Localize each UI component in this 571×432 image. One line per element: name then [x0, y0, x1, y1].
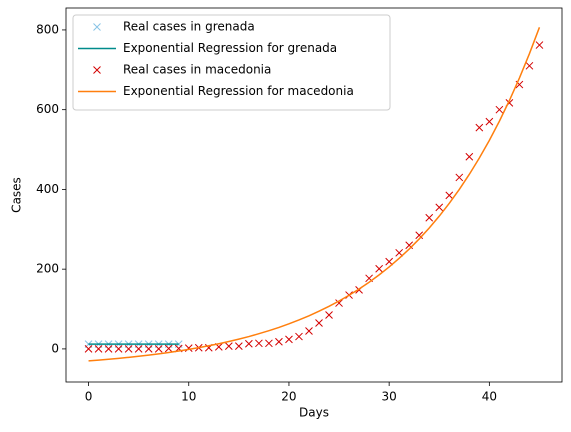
x-tick-label: 30: [382, 390, 397, 404]
y-tick-label: 800: [36, 22, 59, 36]
marker: [435, 203, 444, 212]
marker: [425, 213, 434, 222]
marker: [335, 299, 343, 307]
marker: [315, 319, 323, 327]
y-tick-label: 600: [36, 102, 59, 116]
marker: [255, 339, 263, 348]
legend-label: Real cases in grenada: [123, 20, 255, 34]
x-tick-label: 10: [181, 390, 196, 404]
marker: [245, 339, 253, 348]
marker: [305, 327, 313, 335]
marker: [295, 332, 303, 341]
x-tick-label: 40: [482, 390, 497, 404]
marker: [275, 337, 283, 346]
legend-marker: [93, 66, 101, 74]
y-tick-label: 400: [36, 182, 59, 196]
marker: [375, 264, 383, 273]
y-axis-label: Cases: [10, 177, 24, 213]
marker: [445, 191, 454, 200]
legend-label: Exponential Regression for macedonia: [123, 84, 354, 98]
marker: [234, 342, 243, 350]
marker: [184, 344, 193, 352]
legend-box: [72, 14, 391, 111]
legend-marker: [93, 23, 101, 31]
marker: [405, 241, 414, 250]
marker: [395, 248, 404, 257]
marker: [495, 105, 504, 114]
x-tick-label: 20: [281, 390, 296, 404]
marker: [385, 257, 394, 266]
marker: [94, 345, 103, 353]
marker: [265, 339, 273, 348]
marker: [285, 335, 293, 344]
marker: [415, 231, 424, 240]
marker: [124, 345, 133, 353]
marker: [525, 61, 534, 70]
marker: [104, 345, 113, 353]
marker: [325, 311, 333, 319]
marker: [84, 345, 93, 353]
y-tick-label: 0: [51, 341, 59, 355]
regression-line: [88, 27, 541, 362]
y-tick-label: 200: [36, 262, 59, 276]
marker: [164, 344, 173, 353]
marker: [465, 152, 474, 161]
x-axis-label: Days: [299, 406, 329, 420]
marker: [224, 342, 233, 350]
legend-label: Exponential Regression for grenada: [123, 41, 337, 55]
x-tick-label: 0: [85, 390, 93, 404]
marker: [144, 345, 153, 353]
marker: [475, 123, 484, 132]
marker: [154, 345, 163, 353]
legend-label: Real cases in macedonia: [123, 63, 271, 77]
marker: [485, 117, 494, 126]
plot-frame: [65, 7, 563, 383]
marker: [535, 41, 544, 49]
marker: [455, 173, 464, 182]
marker: [114, 345, 123, 353]
marker: [134, 345, 143, 353]
